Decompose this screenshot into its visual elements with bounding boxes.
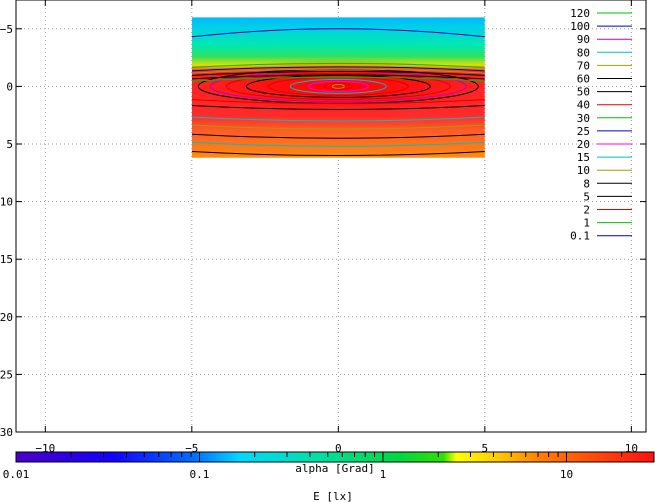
- y-tick-label: 15: [0, 253, 13, 266]
- legend-label: 50: [577, 86, 590, 99]
- colorbar: 0.01 0.1 1 10: [3, 451, 655, 481]
- contour-line: [307, 80, 369, 92]
- legend-label: 5: [583, 190, 590, 203]
- legend-label: 1: [583, 217, 590, 230]
- legend-label: 100: [570, 20, 590, 33]
- contour-line: [191, 70, 485, 76]
- y-tick-label: 25: [0, 368, 13, 381]
- legend-label: 8: [583, 177, 590, 190]
- contour-line: [191, 104, 485, 110]
- contour-line: [191, 74, 485, 80]
- contour-line: [191, 68, 485, 74]
- contour-line: [245, 74, 431, 98]
- contour-line: [289, 78, 387, 94]
- legend-label: 25: [577, 125, 590, 138]
- legend-label: 40: [577, 99, 590, 112]
- x-tick-label: 0: [335, 442, 342, 455]
- colorbar-label: E [lx]: [313, 490, 353, 502]
- plot-frame: [15, 0, 647, 433]
- contour-line: [191, 99, 485, 105]
- contour-line: [191, 116, 485, 122]
- legend-label: 120: [570, 7, 590, 20]
- legend-label: 0.1: [570, 230, 590, 243]
- contour-line: [191, 141, 485, 147]
- contour-line: [191, 151, 485, 157]
- contour-line: [323, 82, 353, 90]
- y-tick-label: 5: [6, 138, 13, 151]
- legend-label: 80: [577, 46, 590, 59]
- y-tick-label: 10: [0, 196, 13, 209]
- contour-line: [191, 76, 485, 82]
- legend-label: 70: [577, 59, 590, 72]
- legend-label: 15: [577, 151, 590, 164]
- legend-label: 60: [577, 73, 590, 86]
- colorbar-tick-label: 1: [380, 468, 387, 481]
- contour-line: [191, 66, 485, 72]
- legend-label: 30: [577, 112, 590, 125]
- legend-label: 2: [583, 204, 590, 217]
- x-tick-label: 5: [482, 442, 489, 455]
- contour-line: [191, 62, 485, 68]
- contour-line: [191, 28, 485, 38]
- contour-line: [191, 124, 485, 130]
- colorbar-tick-label: 0.01: [3, 468, 30, 481]
- y-tick-label: −5: [0, 23, 13, 36]
- colorbar-tick-label: 10: [560, 468, 573, 481]
- y-tick-label: 20: [0, 311, 13, 324]
- contour-line: [191, 133, 485, 139]
- y-tick-label: 30: [0, 426, 13, 439]
- legend-label: 90: [577, 33, 590, 46]
- contour-line: [225, 72, 451, 100]
- contour-line: [331, 83, 345, 89]
- heatmap: [191, 17, 485, 158]
- y-tick-label: 0: [6, 80, 13, 93]
- legend-label: 10: [577, 164, 590, 177]
- x-axis-label: alpha [Grad]: [295, 462, 374, 475]
- colorbar-tick-label: 0.1: [190, 468, 210, 481]
- legend-label: 20: [577, 138, 590, 151]
